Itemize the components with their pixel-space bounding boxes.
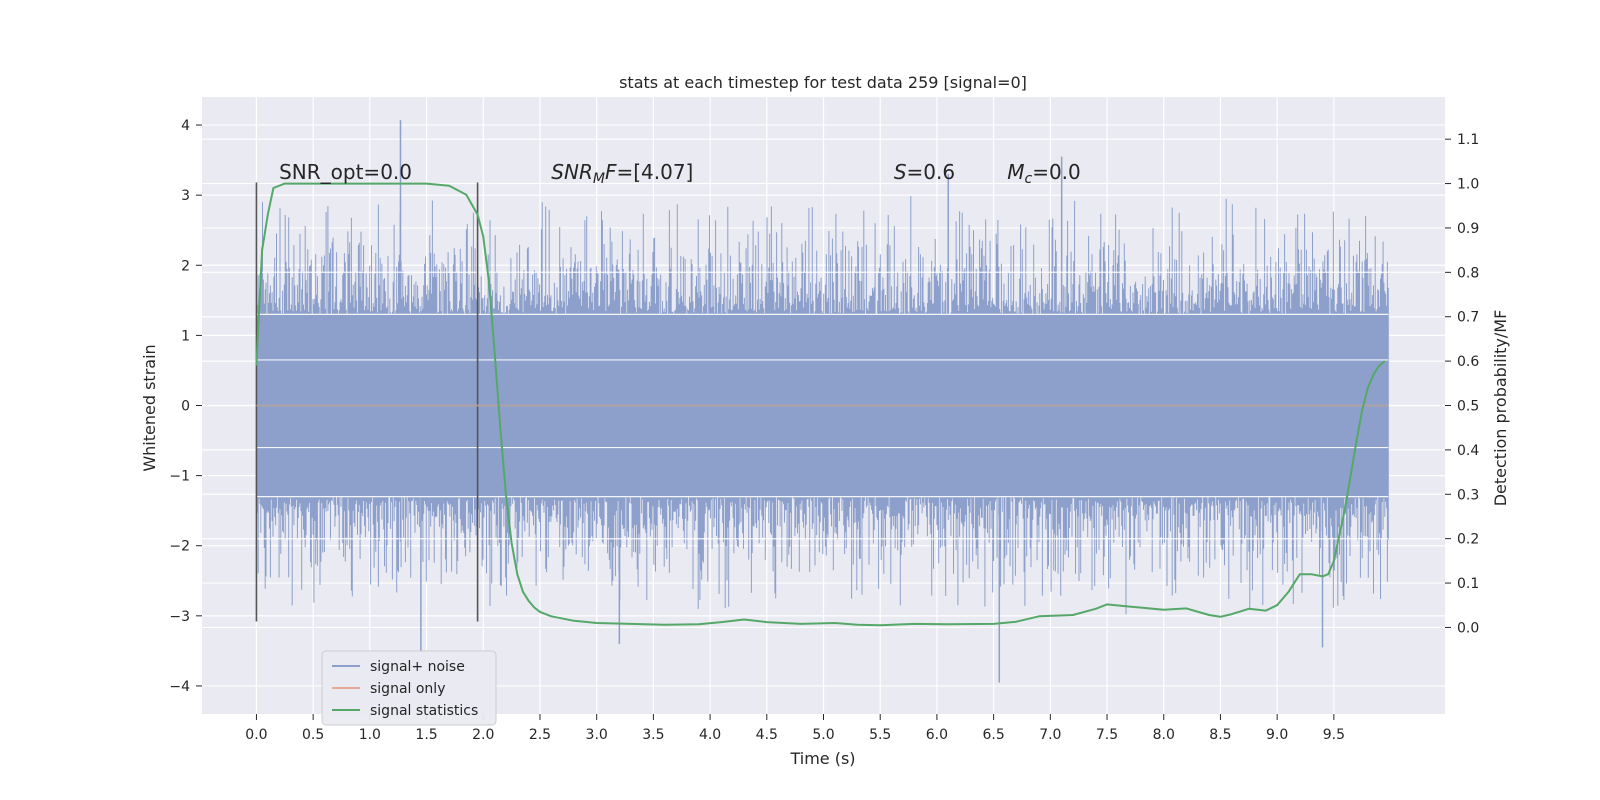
y-ticks: −4 −3 −2 −1 0 1 2 3 4	[169, 118, 202, 695]
x-ticks: 0.0 0.5 1.0 1.5 2.0 2.5 3.0 3.5 4.0 4.5 5.0 5.5 6.0 6…	[245, 714, 1345, 743]
legend: signal+ noise signal only signal statistic…	[321, 650, 497, 726]
annotation-part: S	[894, 160, 907, 184]
y-tick-label: 1	[181, 328, 190, 344]
legend-label: signal statistics	[370, 703, 478, 719]
y2-tick-label: 1.0	[1457, 177, 1479, 193]
annotation-part: c	[1024, 171, 1032, 187]
y-tick-label: 3	[181, 188, 190, 204]
x-tick-label: 6.0	[926, 727, 948, 743]
y2-tick-label: 0.9	[1457, 221, 1479, 237]
y-tick-label: 4	[181, 118, 190, 134]
y2-tick-label: 0.0	[1457, 620, 1479, 636]
annotation-part: M	[1007, 160, 1024, 184]
y2-tick-label: 0.8	[1457, 265, 1479, 281]
y2-tick-label: 1.1	[1457, 132, 1479, 148]
legend-label: signal only	[370, 681, 445, 697]
x-tick-label: 0.5	[302, 727, 324, 743]
y-tick-label: −2	[169, 539, 190, 555]
annotations: SNR_opt=0.0 SNRMF=[4.07] S=0.6 Mc=0.0	[279, 160, 1081, 187]
y2-tick-label: 0.3	[1457, 487, 1479, 503]
x-tick-label: 1.0	[359, 727, 381, 743]
series-lines	[255, 182, 1389, 627]
y2-tick-label: 0.5	[1457, 399, 1479, 415]
annotation-part: SNR	[551, 160, 593, 184]
y2-tick-label: 0.7	[1457, 310, 1479, 326]
y2-tick-label: 0.1	[1457, 576, 1479, 592]
stats-annotation: S=0.6	[894, 160, 955, 184]
x-tick-label: 5.5	[869, 727, 891, 743]
stats-annotation: SNR_opt=0.0	[279, 160, 412, 184]
x-tick-label: 8.5	[1209, 727, 1231, 743]
x-tick-label: 7.5	[1096, 727, 1118, 743]
x-tick-label: 2.0	[472, 727, 494, 743]
annotation-part: F	[605, 160, 617, 184]
signal-statistics-line	[255, 182, 1386, 627]
x-tick-label: 9.5	[1323, 727, 1345, 743]
y-tick-label: 0	[181, 399, 190, 415]
x-tick-label: 4.5	[756, 727, 778, 743]
x-tick-label: 3.0	[586, 727, 608, 743]
stats-annotation: SNRMF=[4.07]	[551, 160, 693, 187]
x-tick-label: 3.5	[642, 727, 664, 743]
y-tick-label: −3	[169, 609, 190, 625]
y-tick-label: 2	[181, 258, 190, 274]
annotation-part: =[4.07]	[616, 160, 693, 184]
x-tick-label: 1.5	[415, 727, 437, 743]
y2-tick-label: 0.4	[1457, 443, 1479, 459]
y-tick-label: −1	[169, 469, 190, 485]
y2-axis-label: Detection probability/MF	[1491, 310, 1510, 507]
y-tick-label: −4	[169, 679, 190, 695]
annotation-part: SNR_opt=0.0	[279, 160, 412, 184]
legend-box	[321, 650, 497, 726]
annotation-part: M	[593, 171, 605, 187]
x-tick-label: 8.0	[1153, 727, 1175, 743]
x-tick-label: 7.0	[1039, 727, 1061, 743]
annotation-part: =0.0	[1032, 160, 1081, 184]
y2-ticks: 0.0 0.1 0.2 0.3 0.4 0.5 0.6 0.7 0.8 0.9 1.0 1.1	[1445, 132, 1479, 636]
y2-tick-label: 0.2	[1457, 532, 1479, 548]
x-tick-label: 2.5	[529, 727, 551, 743]
x-tick-label: 6.5	[982, 727, 1004, 743]
x-tick-label: 5.0	[812, 727, 834, 743]
stats-annotation: Mc=0.0	[1007, 160, 1081, 187]
x-tick-label: 9.0	[1266, 727, 1288, 743]
chart-title: stats at each timestep for test data 259…	[619, 73, 1027, 92]
legend-label: signal+ noise	[370, 659, 465, 675]
x-tick-label: 0.0	[245, 727, 267, 743]
y2-tick-label: 0.6	[1457, 354, 1479, 370]
x-tick-label: 4.0	[699, 727, 721, 743]
y-axis-label: Whitened strain	[140, 344, 159, 471]
annotation-part: =0.6	[907, 160, 956, 184]
x-axis-label: Time (s)	[789, 749, 855, 768]
